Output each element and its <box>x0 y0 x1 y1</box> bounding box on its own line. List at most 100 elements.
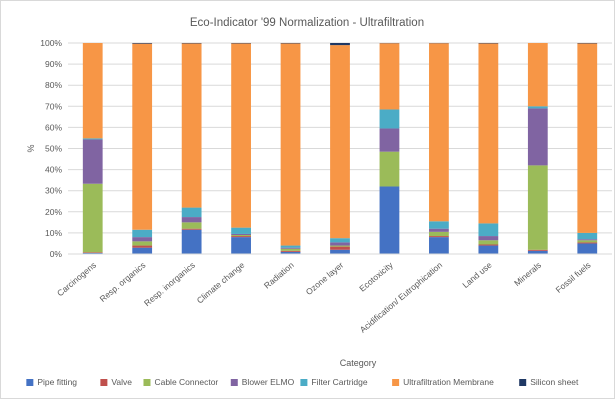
x-tick-label: Resp. organics <box>98 260 148 304</box>
bar-segment <box>82 138 103 140</box>
x-tick-label: Fossil fuels <box>554 260 593 295</box>
bar-segment <box>577 43 598 233</box>
x-tick-label: Climate change <box>195 260 247 306</box>
bar-segment <box>181 43 202 208</box>
bar-segment <box>577 243 598 254</box>
bar-segment <box>527 249 548 251</box>
x-tick-label: Resp. inorganics <box>142 260 197 308</box>
x-tick-label: Radiation <box>262 260 296 291</box>
bar-segment <box>379 151 400 187</box>
bar-segment <box>429 43 449 222</box>
bar-segment <box>527 43 548 107</box>
y-tick-label: 50% <box>45 144 62 154</box>
legend-label: Blower ELMO <box>242 377 295 387</box>
y-tick-label: 20% <box>45 207 62 217</box>
bar-segment <box>478 223 499 237</box>
bar-segment <box>379 186 400 254</box>
bar-segment <box>231 227 251 234</box>
legend-swatch <box>143 379 151 386</box>
bar-segment <box>280 247 301 249</box>
x-tick-label: Ozone layer <box>304 260 346 297</box>
bar-segment <box>82 139 103 184</box>
bar-segment <box>527 106 548 109</box>
y-tick-label: 30% <box>45 186 62 196</box>
legend-swatch <box>100 379 108 386</box>
bars <box>82 43 598 254</box>
y-tick-label: 10% <box>45 228 62 238</box>
x-tick-label: Acidification/ Eutrophication <box>358 260 445 335</box>
bar-segment <box>429 237 449 254</box>
bar-segment <box>379 109 400 129</box>
legend-label: Cable Connector <box>154 377 218 387</box>
bar-segment <box>379 43 400 110</box>
y-axis-ticks: 0% 10% 20% 30% 40% 50% 60% 70% 80% 90% 100% <box>40 38 62 259</box>
bar-segment <box>478 43 499 224</box>
bar-segment <box>231 236 251 238</box>
bar-segment <box>280 251 301 254</box>
bar-segment <box>478 236 499 241</box>
y-tick-label: 90% <box>45 59 62 69</box>
bar-segment <box>527 165 548 250</box>
bar-segment <box>577 242 598 244</box>
legend: Pipe fitting Valve Cable Connector Blower E… <box>26 377 579 387</box>
bar-segment <box>478 245 499 254</box>
bar-segment <box>82 183 103 253</box>
legend-label: Ultrafiltration Membrane <box>403 377 494 387</box>
x-tick-label: Land use <box>460 260 493 290</box>
bar-segment <box>429 221 449 229</box>
bar-segment <box>231 43 251 228</box>
bar-segment <box>330 242 350 246</box>
x-axis-label: Category <box>340 358 377 368</box>
bar-segment <box>132 43 153 230</box>
bar-segment <box>280 245 301 248</box>
bar-segment <box>527 250 548 254</box>
bar-segment <box>577 239 598 241</box>
bar-segment <box>330 43 350 46</box>
bar-segment <box>330 45 350 239</box>
y-tick-label: 70% <box>45 101 62 111</box>
bar-segment <box>82 252 103 253</box>
y-tick-label: 80% <box>45 80 62 90</box>
bar-segment <box>527 108 548 166</box>
bar-segment <box>330 238 350 243</box>
bar-segment <box>181 228 202 230</box>
bar-segment <box>330 245 350 247</box>
bar-segment <box>330 246 350 250</box>
x-tick-label: Ecotoxicity <box>357 259 395 293</box>
bar-segment <box>231 235 251 237</box>
legend-label: Pipe fitting <box>37 377 77 387</box>
legend-swatch <box>26 379 34 386</box>
legend-label: Silicon sheet <box>530 377 579 387</box>
bar-segment <box>429 236 449 238</box>
y-axis-label: % <box>26 144 36 152</box>
bar-segment <box>181 222 202 229</box>
bar-segment <box>181 217 202 223</box>
bar-segment <box>132 245 153 248</box>
bar-segment <box>132 241 153 246</box>
y-tick-label: 0% <box>50 249 63 259</box>
bar-segment <box>181 207 202 218</box>
bar-segment <box>231 233 251 236</box>
bar-segment <box>429 228 449 232</box>
x-tick-label: Carcinogens <box>55 260 98 298</box>
chart-title: Eco-Indicator '99 Normalization - Ultraf… <box>190 17 424 29</box>
bar-segment <box>577 240 598 243</box>
bar-segment <box>82 43 103 139</box>
y-tick-label: 60% <box>45 122 62 132</box>
legend-label: Filter Cartridge <box>311 377 367 387</box>
legend-swatch <box>519 379 527 386</box>
bar-segment <box>132 43 153 44</box>
bar-segment <box>280 250 301 252</box>
bar-segment <box>280 248 301 251</box>
y-tick-label: 40% <box>45 165 62 175</box>
bar-segment <box>379 128 400 152</box>
bar-segment <box>478 244 499 246</box>
legend-swatch <box>230 379 238 386</box>
legend-swatch <box>300 379 308 386</box>
bar-segment <box>429 231 449 237</box>
bar-segment <box>181 229 202 254</box>
bar-segment <box>577 232 598 240</box>
bar-segment <box>478 240 499 245</box>
